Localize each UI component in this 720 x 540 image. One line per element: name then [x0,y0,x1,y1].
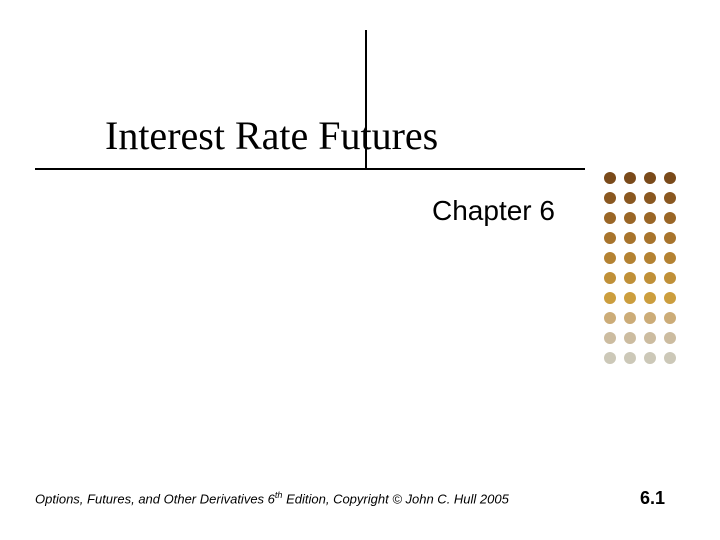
decorative-dot [664,352,676,364]
decorative-dot [644,352,656,364]
decorative-dot [604,212,616,224]
decorative-dot-grid [604,172,676,372]
decorative-dot [624,232,636,244]
decorative-dot [604,352,616,364]
decorative-dot [624,292,636,304]
decorative-dot [664,192,676,204]
decorative-dot [664,212,676,224]
page-number: 6.1 [640,488,665,509]
decorative-dot [624,352,636,364]
decorative-dot [604,192,616,204]
decorative-dot [624,332,636,344]
decorative-dot [644,272,656,284]
decorative-dot [664,232,676,244]
decorative-dot [664,292,676,304]
decorative-dot [644,192,656,204]
decorative-dot [644,252,656,264]
decorative-dot [624,192,636,204]
decorative-dot [664,252,676,264]
decorative-dot [604,252,616,264]
decorative-dot [604,172,616,184]
slide-title: Interest Rate Futures [105,112,438,159]
slide-subtitle: Chapter 6 [432,195,555,227]
decorative-dot [664,332,676,344]
decorative-dot [624,252,636,264]
horizontal-divider [35,168,585,170]
decorative-dot [624,172,636,184]
decorative-dot [644,172,656,184]
decorative-dot [624,312,636,324]
decorative-dot [664,272,676,284]
footer-suffix: Edition, Copyright © John C. Hull 2005 [282,491,508,506]
decorative-dot [604,332,616,344]
decorative-dot [644,212,656,224]
footer-citation: Options, Futures, and Other Derivatives … [35,490,509,506]
decorative-dot [644,312,656,324]
decorative-dot [644,332,656,344]
decorative-dot [644,232,656,244]
decorative-dot [604,272,616,284]
decorative-dot [624,272,636,284]
decorative-dot [664,172,676,184]
decorative-dot [644,292,656,304]
decorative-dot [664,312,676,324]
decorative-dot [604,232,616,244]
decorative-dot [604,292,616,304]
footer-prefix: Options, Futures, and Other Derivatives … [35,491,275,506]
decorative-dot [604,312,616,324]
decorative-dot [624,212,636,224]
